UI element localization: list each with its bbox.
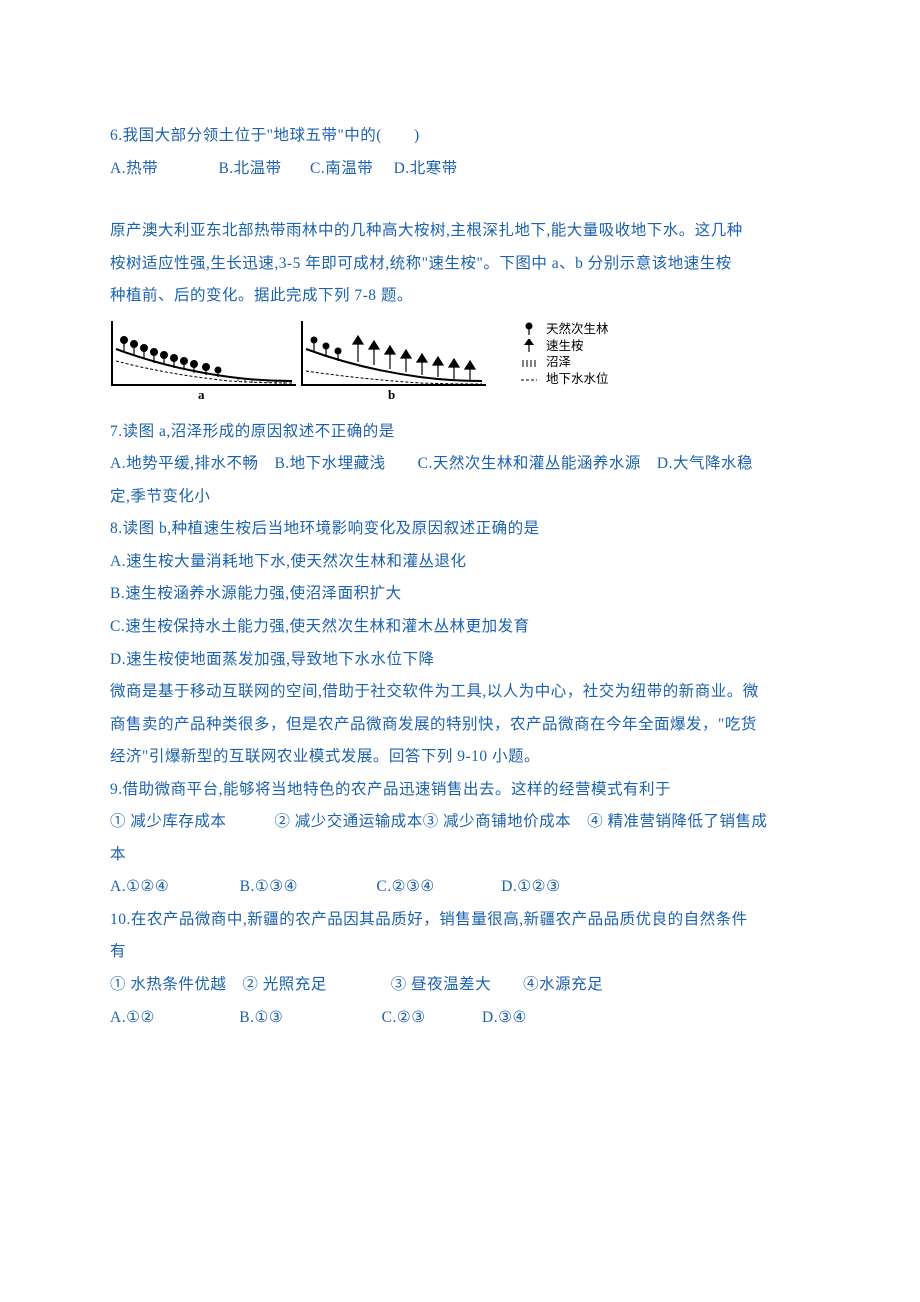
dashed-line-icon [520, 373, 538, 387]
q10-optC: C.②③ [382, 1009, 426, 1026]
legend2-text: 速生桉 [546, 338, 584, 355]
q10-items: ① 水热条件优越 ② 光照充足 ③ 昼夜温差大 ④水源充足 [110, 969, 810, 1002]
passage1-line1: 原产澳大利亚东北部热带雨林中的几种高大桉树,主根深扎地下,能大量吸收地下水。这几… [110, 215, 810, 248]
q9-options: A.①②④ B.①③④ C.②③④ D.①②③ [110, 871, 810, 904]
legend-row-4: 地下水水位 [520, 371, 609, 388]
legend-row-3: 沼泽 [520, 354, 609, 371]
passage2-line1: 微商是基于移动互联网的空间,借助于社交软件为工具,以人为中心，社交为纽带的新商业… [110, 676, 810, 709]
tree-round-icon [520, 322, 538, 336]
q8-optA: A.速生桉大量消耗地下水,使天然次生林和灌丛退化 [110, 546, 810, 579]
q8-stem: 8.读图 b,种植速生桉后当地环境影响变化及原因叙述正确的是 [110, 513, 810, 546]
q6-stem: 6.我国大部分领土位于"地球五带"中的( ) [110, 120, 810, 153]
q9-optB: B.①③④ [240, 878, 298, 895]
q9-optC: C.②③④ [376, 878, 434, 895]
q7-options-line1: A.地势平缓,排水不畅 B.地下水埋藏浅 C.天然次生林和灌丛能涵养水源 D.大… [110, 448, 810, 481]
figure-b-svg [300, 319, 490, 391]
q7-stem: 7.读图 a,沼泽形成的原因叙述不正确的是 [110, 416, 810, 449]
q10-optB: B.①③ [239, 1009, 283, 1026]
q6-optD: D.北寒带 [394, 160, 458, 177]
figure-a-svg [110, 319, 300, 391]
passage2-line3: 经济"引爆新型的互联网农业模式发展。回答下列 9-10 小题。 [110, 741, 810, 774]
q10-options: A.①② B.①③ C.②③ D.③④ [110, 1002, 810, 1035]
q9-optD: D.①②③ [501, 878, 560, 895]
q9-items-line1: ① 减少库存成本 ② 减少交通运输成本③ 减少商铺地价成本 ④ 精准营销降低了销… [110, 806, 810, 839]
q9-stem: 9.借助微商平台,能够将当地特色的农产品迅速销售出去。这样的经营模式有利于 [110, 774, 810, 807]
q10-optA: A.①② [110, 1009, 155, 1026]
legend1-text: 天然次生林 [546, 321, 609, 338]
figure-row: a [110, 319, 810, 396]
q8-optD: D.速生桉使地面蒸发加强,导致地下水水位下降 [110, 644, 810, 677]
q9-optA: A.①②④ [110, 878, 169, 895]
figure-b: b [300, 319, 490, 396]
q8-optC: C.速生桉保持水土能力强,使天然次生林和灌木丛林更加发育 [110, 611, 810, 644]
page-content: 6.我国大部分领土位于"地球五带"中的( ) A.热带 B.北温带 C.南温带 … [0, 0, 920, 1114]
q6-optB: B.北温带 [218, 160, 281, 177]
q10-stem-line2: 有 [110, 936, 810, 969]
legend-row-2: 速生桉 [520, 338, 609, 355]
q10-stem-line1: 10.在农产品微商中,新疆的农产品因其品质好，销售量很高,新疆农产品品质优良的自… [110, 904, 810, 937]
figure-a-label: a [198, 387, 205, 403]
passage1-line2: 桉树适应性强,生长迅速,3-5 年即可成材,统称"速生桉"。下图中 a、b 分别… [110, 248, 810, 281]
q6-options: A.热带 B.北温带 C.南温带 D.北寒带 [110, 153, 810, 186]
legend-row-1: 天然次生林 [520, 321, 609, 338]
q6-optA: A.热带 [110, 160, 158, 177]
figure-legend: 天然次生林 速生桉 沼泽 地下水水位 [520, 321, 609, 389]
q8-optB: B.速生桉涵养水源能力强,使沼泽面积扩大 [110, 578, 810, 611]
legend3-text: 沼泽 [546, 354, 571, 371]
passage1-line3: 种植前、后的变化。据此完成下列 7-8 题。 [110, 280, 810, 313]
tree-triangle-icon [520, 339, 538, 353]
q10-optD: D.③④ [482, 1009, 527, 1026]
figure-b-label: b [388, 387, 395, 403]
q6-optC: C.南温带 [310, 160, 373, 177]
q9-items-line2: 本 [110, 839, 810, 872]
q7-options-line2: 定,季节变化小 [110, 481, 810, 514]
legend4-text: 地下水水位 [546, 371, 609, 388]
figure-a: a [110, 319, 300, 396]
marsh-icon [520, 356, 538, 370]
passage2-line2: 商售卖的产品种类很多，但是农产品微商发展的特别快，农产品微商在今年全面爆发，"吃… [110, 709, 810, 742]
